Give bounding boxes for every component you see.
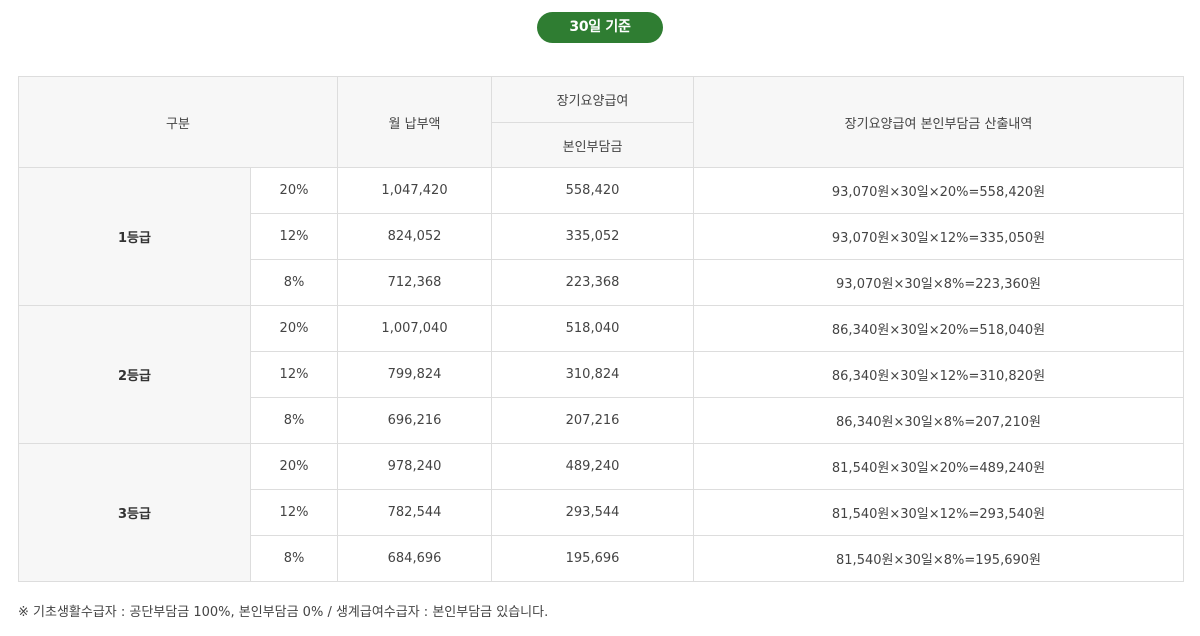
monthly-cell: 799,824 bbox=[337, 351, 493, 398]
table-row: 1등급 20% 1,047,420 558,420 93,070원×30일×20… bbox=[18, 167, 1185, 306]
table-row: 12% 799,824 310,824 86,340원×30일×12%=310,… bbox=[19, 351, 1185, 398]
copay-cell: 207,216 bbox=[491, 397, 695, 444]
table-row: 2등급 20% 1,007,040 518,040 86,340원×30일×20… bbox=[18, 305, 1185, 444]
calc-cell: 86,340원×30일×20%=518,040원 bbox=[693, 305, 1185, 352]
rate-cell: 12% bbox=[249, 489, 339, 536]
table-row: 8% 684,696 195,696 81,540원×30일×8%=195,69… bbox=[19, 535, 1185, 582]
copay-cell: 293,544 bbox=[491, 489, 695, 536]
calc-cell: 81,540원×30일×12%=293,540원 bbox=[693, 489, 1185, 536]
rate-cell: 20% bbox=[249, 443, 339, 490]
header-ltc-benefit: 장기요양급여 bbox=[491, 76, 695, 123]
rate-cell: 8% bbox=[249, 259, 339, 306]
calc-cell: 81,540원×30일×20%=489,240원 bbox=[693, 443, 1185, 490]
monthly-cell: 696,216 bbox=[337, 397, 493, 444]
rate-cell: 8% bbox=[249, 535, 339, 582]
grade-cell: 1등급 bbox=[18, 167, 251, 306]
calc-cell: 86,340원×30일×8%=207,210원 bbox=[693, 397, 1185, 444]
copay-cell: 223,368 bbox=[491, 259, 695, 306]
basis-badge: 30일 기준 bbox=[537, 12, 663, 43]
rate-cell: 12% bbox=[249, 351, 339, 398]
copay-cell: 335,052 bbox=[491, 213, 695, 260]
copay-cell: 558,420 bbox=[491, 167, 695, 214]
monthly-cell: 684,696 bbox=[337, 535, 493, 582]
table-row: 8% 712,368 223,368 93,070원×30일×8%=223,36… bbox=[19, 259, 1185, 306]
table-row: 8% 696,216 207,216 86,340원×30일×8%=207,21… bbox=[19, 397, 1185, 444]
calc-cell: 93,070원×30일×20%=558,420원 bbox=[693, 167, 1185, 214]
grade-cell: 3등급 bbox=[18, 443, 251, 582]
calc-cell: 93,070원×30일×12%=335,050원 bbox=[693, 213, 1185, 260]
header-category: 구분 bbox=[17, 76, 339, 168]
rate-cell: 8% bbox=[249, 397, 339, 444]
badge-container: 30일 기준 bbox=[0, 12, 1200, 43]
rate-cell: 20% bbox=[249, 305, 339, 352]
calc-cell: 93,070원×30일×8%=223,360원 bbox=[693, 259, 1185, 306]
rate-cell: 12% bbox=[249, 213, 339, 260]
footnote: ※ 기초생활수급자 : 공단부담금 100%, 본인부담금 0% / 생계급여수… bbox=[18, 605, 549, 620]
copay-table: 구분 월 납부액 장기요양급여 장기요양급여 본인부담금 산출내역 본인부담금 … bbox=[17, 76, 1185, 582]
copay-cell: 489,240 bbox=[491, 443, 695, 490]
monthly-cell: 782,544 bbox=[337, 489, 493, 536]
monthly-cell: 1,007,040 bbox=[337, 305, 493, 352]
header-monthly: 월 납부액 bbox=[337, 76, 493, 168]
copay-cell: 195,696 bbox=[491, 535, 695, 582]
table-row: 12% 782,544 293,544 81,540원×30일×12%=293,… bbox=[19, 489, 1185, 536]
monthly-cell: 824,052 bbox=[337, 213, 493, 260]
copay-cell: 518,040 bbox=[491, 305, 695, 352]
monthly-cell: 712,368 bbox=[337, 259, 493, 306]
calc-cell: 86,340원×30일×12%=310,820원 bbox=[693, 351, 1185, 398]
monthly-cell: 1,047,420 bbox=[337, 167, 493, 214]
calc-cell: 81,540원×30일×8%=195,690원 bbox=[693, 535, 1185, 582]
rate-cell: 20% bbox=[249, 167, 339, 214]
copay-cell: 310,824 bbox=[491, 351, 695, 398]
header-calc: 장기요양급여 본인부담금 산출내역 bbox=[693, 76, 1185, 168]
header-copay: 본인부담금 bbox=[491, 122, 695, 168]
grade-cell: 2등급 bbox=[18, 305, 251, 444]
table-row: 12% 824,052 335,052 93,070원×30일×12%=335,… bbox=[19, 213, 1185, 260]
table-row: 3등급 20% 978,240 489,240 81,540원×30일×20%=… bbox=[18, 443, 1185, 582]
monthly-cell: 978,240 bbox=[337, 443, 493, 490]
